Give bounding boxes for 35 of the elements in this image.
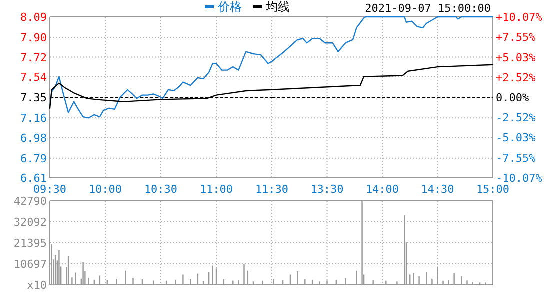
x-tick-label: 15:00 [476, 183, 510, 196]
y-tick-label: 6.61 [20, 172, 47, 185]
y-tick-label: 7.16 [20, 112, 47, 126]
legend-label: 价格 [217, 0, 242, 14]
text: +5.03% [496, 51, 536, 64]
legend-label: 均线 [265, 0, 290, 14]
x-tick-label: 14:00 [366, 183, 400, 196]
text: +2.52% [496, 71, 536, 84]
text: -10.07% [496, 172, 542, 185]
y-tick-label: 7.35 [20, 92, 47, 104]
y-tick-label: 7.54 [20, 70, 48, 84]
y-tick-label: 8.09 [20, 11, 47, 24]
text: -5.03% [496, 132, 536, 145]
x-tick-label: 13:30 [310, 183, 344, 196]
y-tick-label: 7.90 [20, 32, 47, 45]
y-tick-label: 10697 [14, 258, 47, 271]
y-tick-label: 32092 [14, 216, 47, 229]
x-tick-label: 14:30 [421, 183, 454, 196]
x-tick-label: 10:00 [88, 183, 122, 196]
chart-title: 2021-09-07 15:00:00 [365, 2, 491, 15]
text: 0.00% [496, 92, 530, 104]
y-tick-label: 6.79 [20, 152, 47, 166]
y-tick-label: 7.72 [20, 51, 47, 64]
text: -2.52% [496, 112, 536, 125]
text: +7.55% [496, 31, 536, 44]
x-tick-label: 09:30 [33, 183, 67, 196]
x-tick-label: 11:30 [255, 183, 289, 196]
text: +10.07% [496, 11, 542, 24]
y-tick-label: 6.98 [20, 132, 47, 145]
y-tick-label: 21395 [14, 237, 47, 250]
y-tick-label: 42790 [14, 195, 47, 208]
y-tick-label: x10 [27, 279, 47, 292]
x-tick-label: 10:30 [144, 183, 178, 196]
x-tick-label: 11:00 [200, 183, 234, 196]
text: -7.55% [496, 152, 536, 165]
